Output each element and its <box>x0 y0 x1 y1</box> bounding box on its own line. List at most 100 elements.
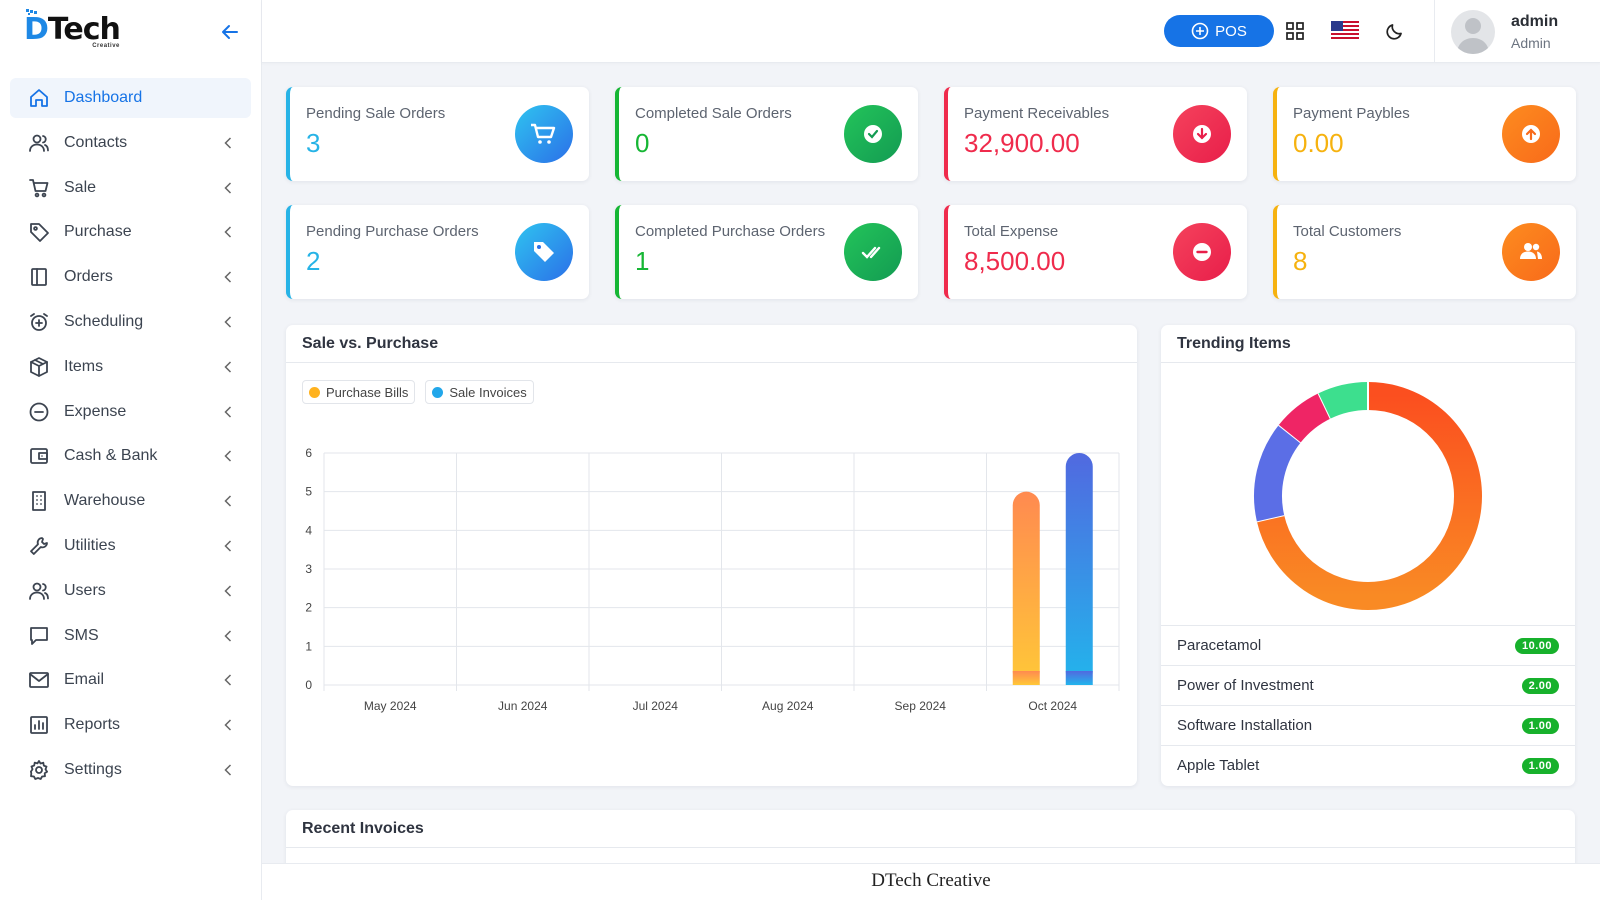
tag-icon <box>30 223 49 243</box>
sidebar-icon <box>28 445 50 467</box>
trending-item-name: Software Installation <box>1177 717 1313 734</box>
user-menu[interactable]: admin Admin <box>1434 0 1600 63</box>
sidebar-item-scheduling[interactable]: Scheduling <box>10 302 251 342</box>
stat-icon-badge <box>1173 105 1231 163</box>
legend-dot <box>309 386 320 398</box>
footer: DTech Creative <box>262 863 1600 900</box>
wrench-icon <box>30 537 48 555</box>
check-circle-icon <box>844 105 902 163</box>
stat-card-completed-purchase-orders[interactable]: Completed Purchase Orders 1 <box>615 205 918 299</box>
sidebar-item-sms[interactable]: SMS <box>10 616 251 656</box>
stat-icon-badge <box>844 223 902 281</box>
user-name: admin <box>1511 12 1559 30</box>
stat-value: 1 <box>635 246 650 276</box>
sidebar-item-dashboard[interactable]: Dashboard <box>10 78 251 118</box>
sidebar-item-label: Expense <box>64 402 127 420</box>
chevron-left-icon <box>223 137 233 149</box>
sidebar-item-expense[interactable]: Expense <box>10 392 251 432</box>
stat-card-completed-sale-orders[interactable]: Completed Sale Orders 0 <box>615 87 918 181</box>
double-check-icon <box>844 223 902 281</box>
trending-item-name: Power of Investment <box>1177 677 1314 694</box>
stat-icon-badge <box>515 105 573 163</box>
sale-vs-purchase-chart: 0 1 2 3 4 5 6 May 2024 Jun 2024 Jul 2024 Aug 2024 S… <box>305 446 1120 713</box>
bar-sale-invoices[interactable] <box>1065 453 1093 685</box>
sidebar-item-items[interactable]: Items <box>10 347 251 387</box>
legend-dot <box>432 386 444 398</box>
sidebar-item-label: Scheduling <box>64 312 144 330</box>
y-tick-label: 4 <box>305 523 312 537</box>
y-tick-label: 6 <box>305 446 312 460</box>
dark-mode-toggle[interactable] <box>1383 19 1407 43</box>
user-avatar-icon <box>1457 17 1489 54</box>
sidebar-item-orders[interactable]: Orders <box>10 257 251 297</box>
pos-button-label: POS <box>1215 22 1247 40</box>
donut-slice-power-of-investment[interactable] <box>1254 424 1302 522</box>
stat-card-total-customers[interactable]: Total Customers 8 <box>1273 205 1576 299</box>
apps-grid-button[interactable] <box>1283 19 1307 43</box>
sidebar-item-label: Reports <box>64 716 121 734</box>
sidebar-icon <box>28 535 50 557</box>
donut-slice-paracetamol[interactable] <box>1256 382 1482 610</box>
stat-card-pending-sale-orders[interactable]: Pending Sale Orders 3 <box>286 87 589 181</box>
stat-card-payment-paybles[interactable]: Payment Paybles 0.00 <box>1273 87 1576 181</box>
sidebar-item-cash-bank[interactable]: Cash & Bank <box>10 436 251 476</box>
stat-label: Payment Paybles <box>1293 105 1410 122</box>
language-button[interactable] <box>1330 19 1360 43</box>
box-icon <box>30 356 48 377</box>
stat-icon-badge <box>1173 223 1231 281</box>
trending-item-row[interactable]: Power of Investment 2.00 <box>1161 665 1575 705</box>
sidebar-item-label: Users <box>64 581 106 599</box>
donut-slice-apple-tablet[interactable] <box>1318 382 1369 419</box>
sidebar-icon <box>28 266 50 288</box>
sidebar-item-purchase[interactable]: Purchase <box>10 212 251 252</box>
sidebar-icon <box>28 669 50 691</box>
sidebar-item-settings[interactable]: Settings <box>10 750 251 790</box>
sidebar-item-users[interactable]: Users <box>10 571 251 611</box>
sidebar-item-reports[interactable]: Reports <box>10 705 251 745</box>
legend-item[interactable]: Purchase Bills <box>302 380 416 404</box>
trending-item-badge: 1.00 <box>1521 757 1559 774</box>
top-header: POS admin Admin <box>262 0 1600 63</box>
stat-card-payment-receivables[interactable]: Payment Receivables 32,900.00 <box>944 87 1247 181</box>
donut-slice-software-installation[interactable] <box>1278 393 1332 443</box>
trending-item-row[interactable]: Apple Tablet 1.00 <box>1161 745 1575 785</box>
y-tick-label: 0 <box>305 678 312 692</box>
brand-logo[interactable]: DTech Creative <box>24 9 121 49</box>
us-flag-icon <box>1331 21 1359 41</box>
home-icon <box>30 89 48 107</box>
trending-items-title: Trending Items <box>1161 325 1575 363</box>
trending-item-row[interactable]: Paracetamol 10.00 <box>1161 625 1575 665</box>
arrow-left-icon <box>222 25 238 39</box>
trending-item-row[interactable]: Software Installation 1.00 <box>1161 705 1575 745</box>
sidebar-item-email[interactable]: Email <box>10 660 251 700</box>
stat-label: Pending Sale Orders <box>306 105 446 122</box>
minus-circle-icon <box>29 402 49 421</box>
stat-card-total-expense[interactable]: Total Expense 8,500.00 <box>944 205 1247 299</box>
minus-circle-icon <box>1173 223 1231 281</box>
sidebar-item-label: SMS <box>64 626 99 644</box>
sidebar-item-utilities[interactable]: Utilities <box>10 526 251 566</box>
trending-items-card: Trending Items Paracetamol 10.00 Power of … <box>1161 325 1575 786</box>
collapse-sidebar-button[interactable] <box>217 19 243 45</box>
donut-separator <box>1317 392 1332 419</box>
bar-purchase-bills[interactable] <box>1012 491 1040 685</box>
recent-invoices-card: Recent Invoices <box>286 810 1575 870</box>
recent-invoices-title: Recent Invoices <box>286 810 1575 848</box>
chevron-left-icon <box>223 764 233 776</box>
x-tick-label: Oct 2024 <box>1028 699 1077 713</box>
arrow-up-circle-icon <box>1502 105 1560 163</box>
sidebar-item-sale[interactable]: Sale <box>10 168 251 208</box>
chart-legend: Purchase Bills Sale Invoices <box>302 380 534 404</box>
pos-button[interactable]: POS <box>1164 15 1274 47</box>
stat-icon-badge <box>1502 105 1560 163</box>
stat-value: 3 <box>306 128 321 158</box>
stat-card-pending-purchase-orders[interactable]: Pending Purchase Orders 2 <box>286 205 589 299</box>
sidebar-item-contacts[interactable]: Contacts <box>10 123 251 163</box>
bar-base <box>1012 671 1040 685</box>
sidebar-item-label: Cash & Bank <box>64 447 158 465</box>
chevron-left-icon <box>223 585 233 597</box>
legend-item[interactable]: Sale Invoices <box>425 380 534 404</box>
sale-vs-purchase-card: Sale vs. Purchase Purchase Bills Sale Inv… <box>286 325 1137 786</box>
chevron-left-icon <box>223 719 233 731</box>
sidebar-item-warehouse[interactable]: Warehouse <box>10 481 251 521</box>
